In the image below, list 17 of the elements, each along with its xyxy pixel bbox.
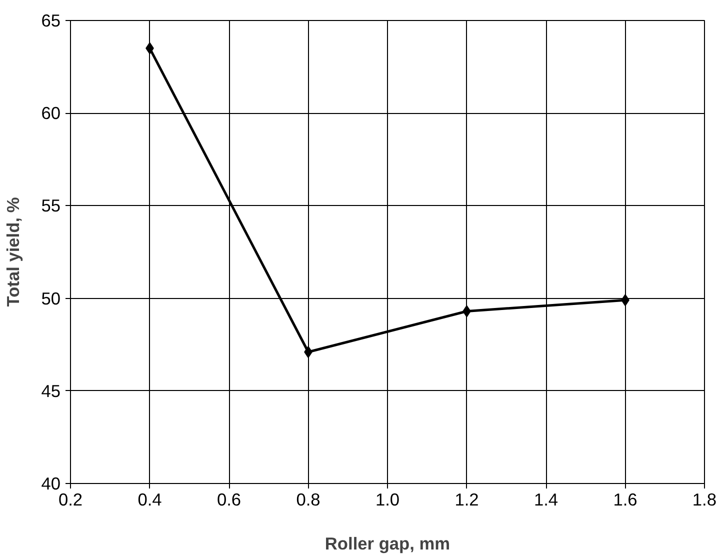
x-tick-label: 1.4 bbox=[534, 490, 558, 510]
y-tick-label: 40 bbox=[41, 474, 61, 494]
x-tick-label: 1.0 bbox=[375, 490, 400, 510]
y-tick-label: 60 bbox=[41, 103, 61, 124]
x-tick-label: 0.8 bbox=[296, 490, 320, 510]
x-axis-title: Roller gap, mm bbox=[324, 534, 450, 554]
x-tick-label: 1.8 bbox=[692, 490, 716, 510]
y-tick-label: 50 bbox=[41, 288, 61, 308]
x-tick-label: 1.2 bbox=[454, 490, 479, 510]
y-axis-title: Total yield, % bbox=[3, 197, 24, 307]
y-tick-label: 45 bbox=[41, 380, 61, 401]
y-tick-label: 65 bbox=[41, 10, 61, 30]
x-tick-label: 0.2 bbox=[58, 490, 83, 510]
x-tick-label: 0.4 bbox=[138, 490, 162, 510]
x-tick-label: 1.6 bbox=[613, 490, 638, 510]
x-tick-label: 0.6 bbox=[216, 490, 242, 510]
y-tick-label: 55 bbox=[41, 196, 61, 216]
